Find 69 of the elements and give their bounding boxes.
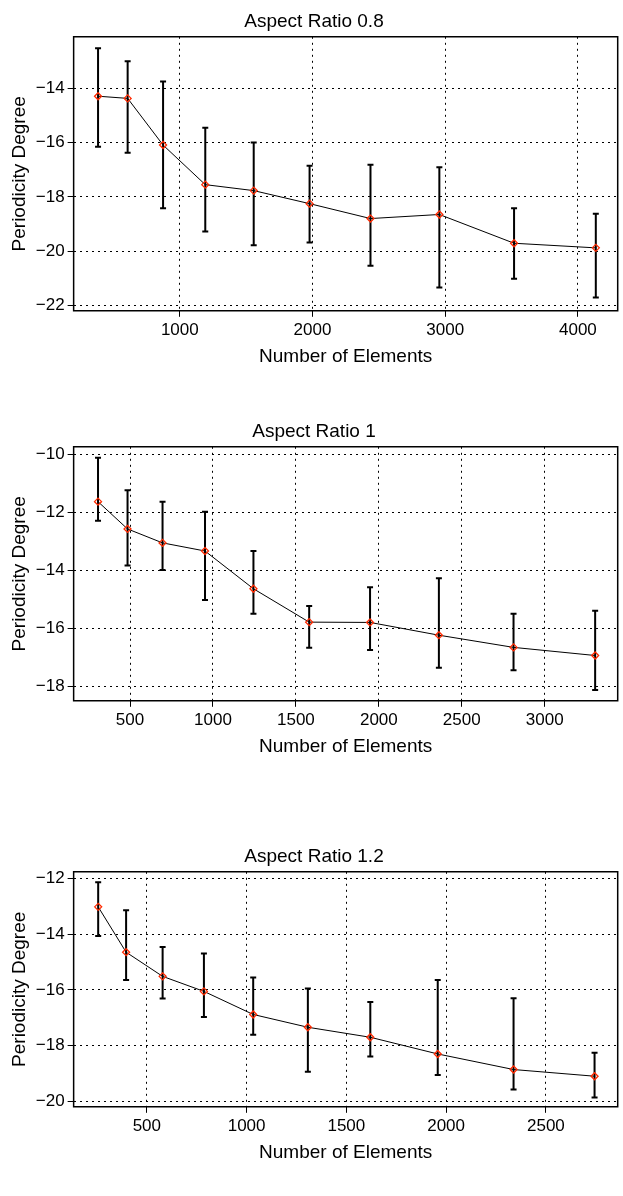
point xyxy=(249,1010,258,1019)
x-tick-label: 500 xyxy=(115,709,145,729)
y-tick-label: −10 xyxy=(35,443,65,463)
y-axis-title: Periodicity Degree xyxy=(7,911,29,1067)
point xyxy=(435,210,444,219)
y-tick-label: −22 xyxy=(35,295,65,315)
x-tick-label: 2500 xyxy=(526,1115,565,1135)
point xyxy=(121,948,131,957)
y-tick-label: −14 xyxy=(35,924,65,944)
point xyxy=(591,243,600,253)
y-tick-label: −12 xyxy=(35,868,65,888)
y-tick-label: −14 xyxy=(35,78,65,98)
x-tick-label: 1000 xyxy=(194,709,232,729)
point xyxy=(590,651,600,660)
point xyxy=(123,524,132,534)
x-tick-label: 4000 xyxy=(558,319,597,339)
point xyxy=(200,546,210,556)
point xyxy=(158,140,168,150)
point xyxy=(590,1072,599,1081)
chart-title: Aspect Ratio 0.8 xyxy=(244,9,384,31)
x-tick-label: 1000 xyxy=(160,319,199,339)
point xyxy=(303,1023,313,1032)
chart-title: Aspect Ratio 1.2 xyxy=(244,844,384,866)
y-axis-title: Periodicity Degree xyxy=(7,496,29,652)
y-tick-label: −20 xyxy=(35,1090,65,1110)
point xyxy=(305,617,314,627)
point xyxy=(93,497,103,506)
point xyxy=(199,987,209,996)
x-axis-title: Number of Elements xyxy=(259,1140,433,1162)
x-tick-label: 2000 xyxy=(427,1115,466,1135)
x-tick-label: 2000 xyxy=(293,319,332,339)
x-axis-title: Number of Elements xyxy=(259,734,433,756)
point xyxy=(249,584,258,593)
x-tick-label: 3000 xyxy=(525,709,564,729)
point xyxy=(366,214,375,223)
point xyxy=(434,631,444,640)
y-tick-label: −14 xyxy=(35,559,65,579)
point xyxy=(509,239,519,248)
point xyxy=(365,618,375,627)
y-tick-label: −16 xyxy=(35,979,65,999)
x-tick-label: 1500 xyxy=(276,709,315,729)
y-tick-label: −20 xyxy=(35,240,65,260)
point xyxy=(201,180,210,189)
y-tick-label: −18 xyxy=(35,1035,65,1055)
point xyxy=(158,538,167,548)
y-tick-label: −18 xyxy=(35,675,65,695)
y-axis-title: Periodicity Degree xyxy=(7,96,29,252)
point xyxy=(433,1049,442,1059)
x-tick-label: 500 xyxy=(132,1115,162,1135)
y-tick-label: −18 xyxy=(35,186,65,206)
point xyxy=(509,643,518,652)
point xyxy=(366,1033,375,1042)
point xyxy=(509,1065,518,1074)
point xyxy=(249,186,258,195)
y-tick-label: −12 xyxy=(35,501,65,521)
x-tick-label: 2000 xyxy=(359,709,398,729)
point xyxy=(158,972,167,981)
point xyxy=(94,902,103,911)
point xyxy=(123,94,132,103)
x-tick-label: 3000 xyxy=(426,319,465,339)
x-tick-label: 1000 xyxy=(227,1115,266,1135)
x-tick-label: 2500 xyxy=(442,709,481,729)
x-tick-label: 1500 xyxy=(327,1115,366,1135)
y-tick-label: −16 xyxy=(35,617,65,637)
y-tick-label: −16 xyxy=(35,132,65,152)
point xyxy=(305,199,314,208)
x-axis-title: Number of Elements xyxy=(259,344,433,366)
chart-title: Aspect Ratio 1 xyxy=(252,419,376,441)
point xyxy=(93,92,103,101)
